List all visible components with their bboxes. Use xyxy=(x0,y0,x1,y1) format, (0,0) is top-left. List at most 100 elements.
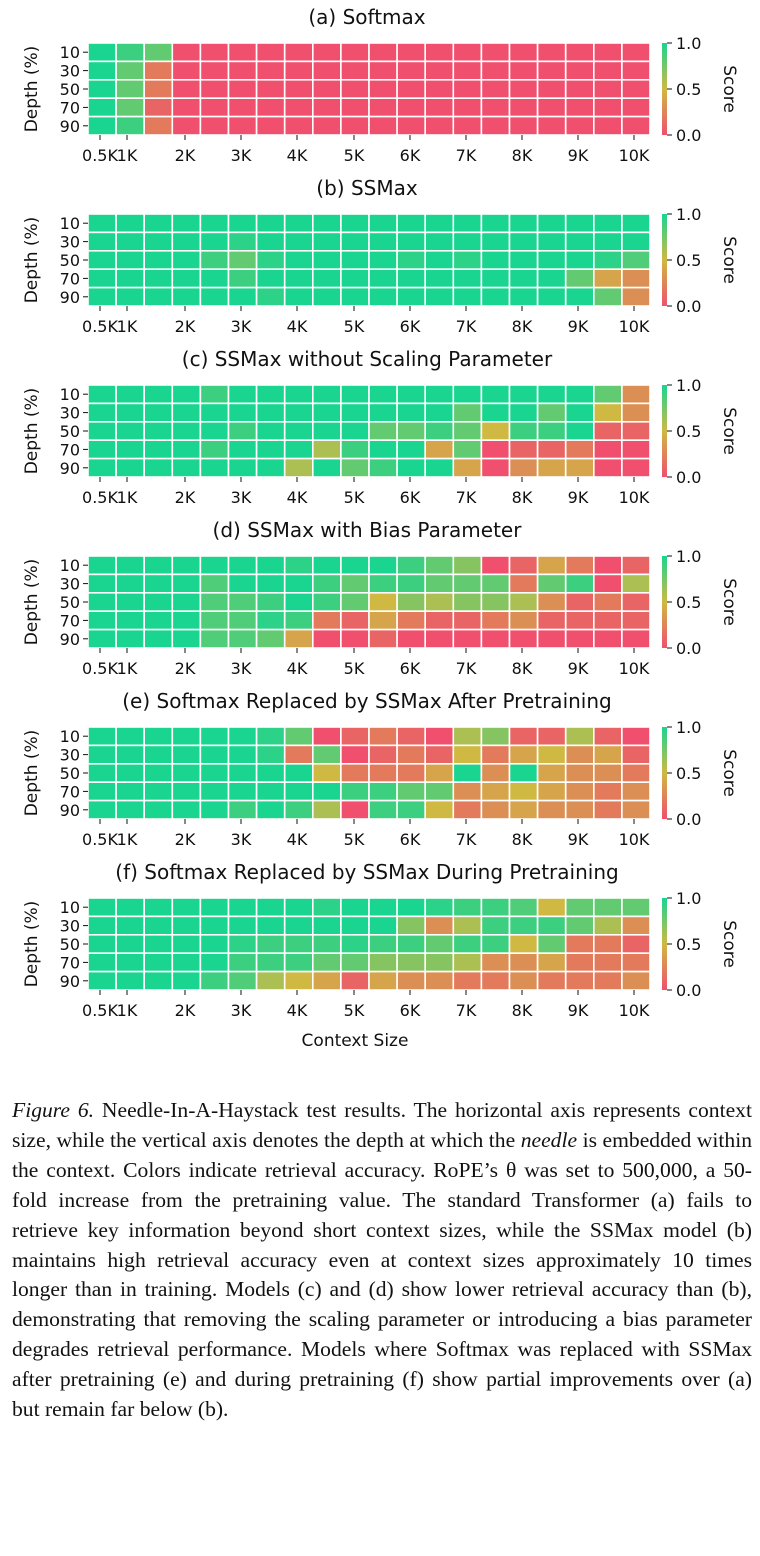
x-tick-label: 9K xyxy=(568,488,589,507)
heatmap-cell xyxy=(396,726,427,747)
heatmap-cell xyxy=(227,439,258,460)
heatmap-cell xyxy=(283,42,314,63)
heatmap-cell xyxy=(340,628,370,649)
heatmap-cell xyxy=(171,573,202,594)
heatmap-cell xyxy=(621,628,651,649)
heatmap-cell xyxy=(171,97,202,118)
colorbar xyxy=(662,385,667,477)
heatmap-cell xyxy=(480,628,511,649)
heatmap-cell xyxy=(311,286,342,307)
heatmap-cell xyxy=(536,231,567,252)
heatmap-cell xyxy=(340,970,370,991)
heatmap-cell xyxy=(536,555,567,576)
heatmap-cell xyxy=(396,60,427,81)
heatmap-cell xyxy=(536,457,567,478)
heatmap-cell xyxy=(396,384,427,405)
heatmap-cell xyxy=(592,591,623,612)
heatmap-cell xyxy=(199,231,230,252)
heatmap-cell xyxy=(592,915,623,936)
heatmap-cell xyxy=(396,439,427,460)
heatmap-cell xyxy=(311,628,342,649)
x-tick-label: 5K xyxy=(344,1001,365,1020)
heatmap-cell xyxy=(592,97,623,118)
heatmap-cell xyxy=(143,897,174,918)
heatmap-cell xyxy=(143,970,174,991)
heatmap-cell xyxy=(227,762,258,783)
figure-caption: Figure 6. Needle-In-A-Haystack test resu… xyxy=(12,1096,752,1425)
heatmap-cell xyxy=(396,420,427,441)
heatmap-cell xyxy=(564,439,595,460)
heatmap-cell xyxy=(396,897,427,918)
x-tick-label: 0.5K xyxy=(82,659,118,678)
heatmap-cell xyxy=(227,268,258,289)
heatmap-cell xyxy=(368,457,398,478)
heatmap-cell xyxy=(396,628,427,649)
heatmap-cell xyxy=(283,610,314,631)
heatmap-cell xyxy=(283,762,314,783)
heatmap-cell xyxy=(171,286,202,307)
heatmap-cell xyxy=(480,42,511,63)
heatmap-cell xyxy=(592,268,623,289)
heatmap-cell xyxy=(255,610,286,631)
heatmap-cell xyxy=(283,97,314,118)
y-tick-label: 70 xyxy=(60,269,80,288)
heatmap-cell xyxy=(621,591,651,612)
x-tick-label: 4K xyxy=(287,488,308,507)
heatmap-cell xyxy=(283,420,314,441)
heatmap-cell xyxy=(621,610,651,631)
heatmap-cell xyxy=(452,457,483,478)
heatmap-cell xyxy=(480,60,511,81)
y-tick-label: 10 xyxy=(60,556,80,575)
heatmap-cell xyxy=(171,610,202,631)
y-tick-label: 50 xyxy=(60,251,80,270)
panel-title: (d) SSMax with Bias Parameter xyxy=(213,518,523,542)
heatmap-cell xyxy=(396,231,427,252)
y-tick-label: 10 xyxy=(60,43,80,62)
heatmap-cell xyxy=(480,402,511,423)
x-tick-label: 3K xyxy=(231,488,252,507)
heatmap-cell xyxy=(621,555,651,576)
colorbar-tick-label: 1.0 xyxy=(676,205,701,224)
heatmap-cell xyxy=(199,115,230,136)
heatmap-cell xyxy=(340,915,370,936)
heatmap-cell xyxy=(115,439,145,460)
x-tick-label: 7K xyxy=(456,659,477,678)
y-tick-label: 30 xyxy=(60,62,80,81)
colorbar-tick-label: 1.0 xyxy=(676,376,701,395)
x-tick-label: 2K xyxy=(175,1001,196,1020)
heatmap-cell xyxy=(283,439,314,460)
heatmap-cell xyxy=(564,970,595,991)
y-axis-label: Depth (%) xyxy=(22,559,42,646)
heatmap-cell xyxy=(508,250,539,271)
heatmap-cell xyxy=(564,268,595,289)
heatmap-cell xyxy=(283,115,314,136)
heatmap-cell xyxy=(143,573,174,594)
heatmap-cell xyxy=(255,213,286,234)
heatmap-cell xyxy=(368,420,398,441)
heatmap-cell xyxy=(368,952,398,973)
heatmap-cell xyxy=(283,213,314,234)
heatmap-cell xyxy=(311,591,342,612)
y-tick-label: 30 xyxy=(60,575,80,594)
heatmap-cell xyxy=(480,555,511,576)
heatmap-cell xyxy=(564,628,595,649)
heatmap-cell xyxy=(452,915,483,936)
heatmap-cell xyxy=(283,573,314,594)
colorbar-tick-label: 0.5 xyxy=(676,764,701,783)
heatmap-cell xyxy=(621,402,651,423)
heatmap-cell xyxy=(621,726,651,747)
heatmap-cell xyxy=(115,420,145,441)
heatmap-cell xyxy=(424,457,455,478)
x-tick-label: 0.5K xyxy=(82,830,118,849)
heatmap-cell xyxy=(255,231,286,252)
heatmap-cell xyxy=(368,628,398,649)
heatmap-cell xyxy=(255,97,286,118)
heatmap-cell xyxy=(115,915,145,936)
heatmap-cell xyxy=(87,952,117,973)
heatmap-cell xyxy=(424,726,455,747)
heatmap-cell xyxy=(340,268,370,289)
heatmap-cell xyxy=(508,610,539,631)
x-tick-label: 8K xyxy=(512,659,533,678)
heatmap-cell xyxy=(340,744,370,765)
